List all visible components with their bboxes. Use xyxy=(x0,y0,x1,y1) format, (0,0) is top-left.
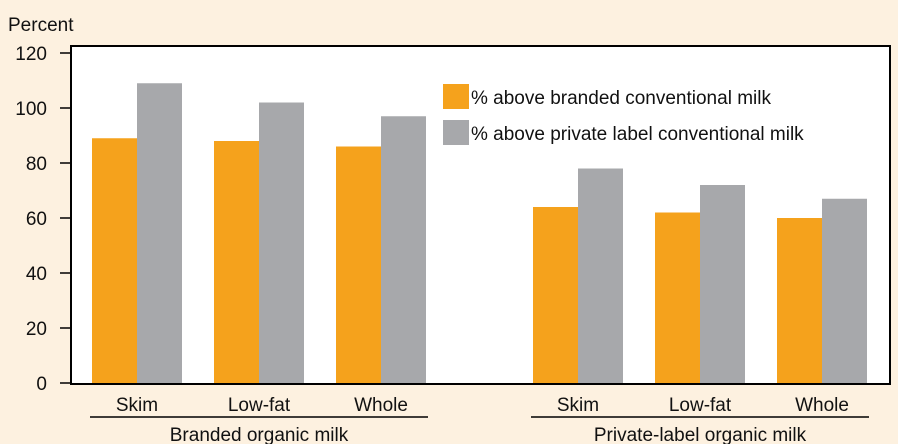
legend-label-private-label: % above private label conventional milk xyxy=(471,124,804,145)
bar xyxy=(578,168,623,383)
x-category-label: Whole xyxy=(354,395,408,416)
plot-area xyxy=(70,45,891,385)
group-label: Private-label organic milk xyxy=(594,425,807,444)
bar xyxy=(822,198,867,383)
bar xyxy=(259,102,304,383)
x-category-label: Low-fat xyxy=(228,395,291,416)
x-category-label: Skim xyxy=(557,395,599,416)
y-ticks: 0 20 40 60 80 100 120 xyxy=(15,44,71,395)
y-tick-label: 80 xyxy=(26,154,47,175)
bar xyxy=(336,146,381,383)
y-tick-label: 120 xyxy=(15,44,47,65)
y-tick-label: 60 xyxy=(26,209,47,230)
legend-swatch-private-label xyxy=(443,120,469,145)
x-category-label: Low-fat xyxy=(669,395,732,416)
bar xyxy=(777,218,822,383)
y-axis-label: Percent xyxy=(8,15,74,36)
bar xyxy=(700,185,745,383)
x-category-label: Whole xyxy=(795,395,849,416)
x-category-label: Skim xyxy=(116,395,158,416)
y-tick-label: 40 xyxy=(26,264,47,285)
y-tick-label: 20 xyxy=(26,319,47,340)
bar xyxy=(381,116,426,383)
group-label: Branded organic milk xyxy=(170,425,349,444)
legend: % above branded conventional milk % abov… xyxy=(443,84,804,145)
bar xyxy=(533,207,578,383)
bar xyxy=(137,83,182,383)
bar xyxy=(92,138,137,383)
legend-label-branded: % above branded conventional milk xyxy=(471,88,771,109)
x-labels: Skim Low-fat Whole Branded organic milk Skim… xyxy=(90,395,869,444)
y-tick-label: 100 xyxy=(15,99,47,120)
bars xyxy=(92,83,867,383)
bar xyxy=(214,141,259,383)
legend-swatch-branded xyxy=(443,84,469,109)
y-tick-label: 0 xyxy=(36,374,47,395)
bar xyxy=(655,212,700,383)
